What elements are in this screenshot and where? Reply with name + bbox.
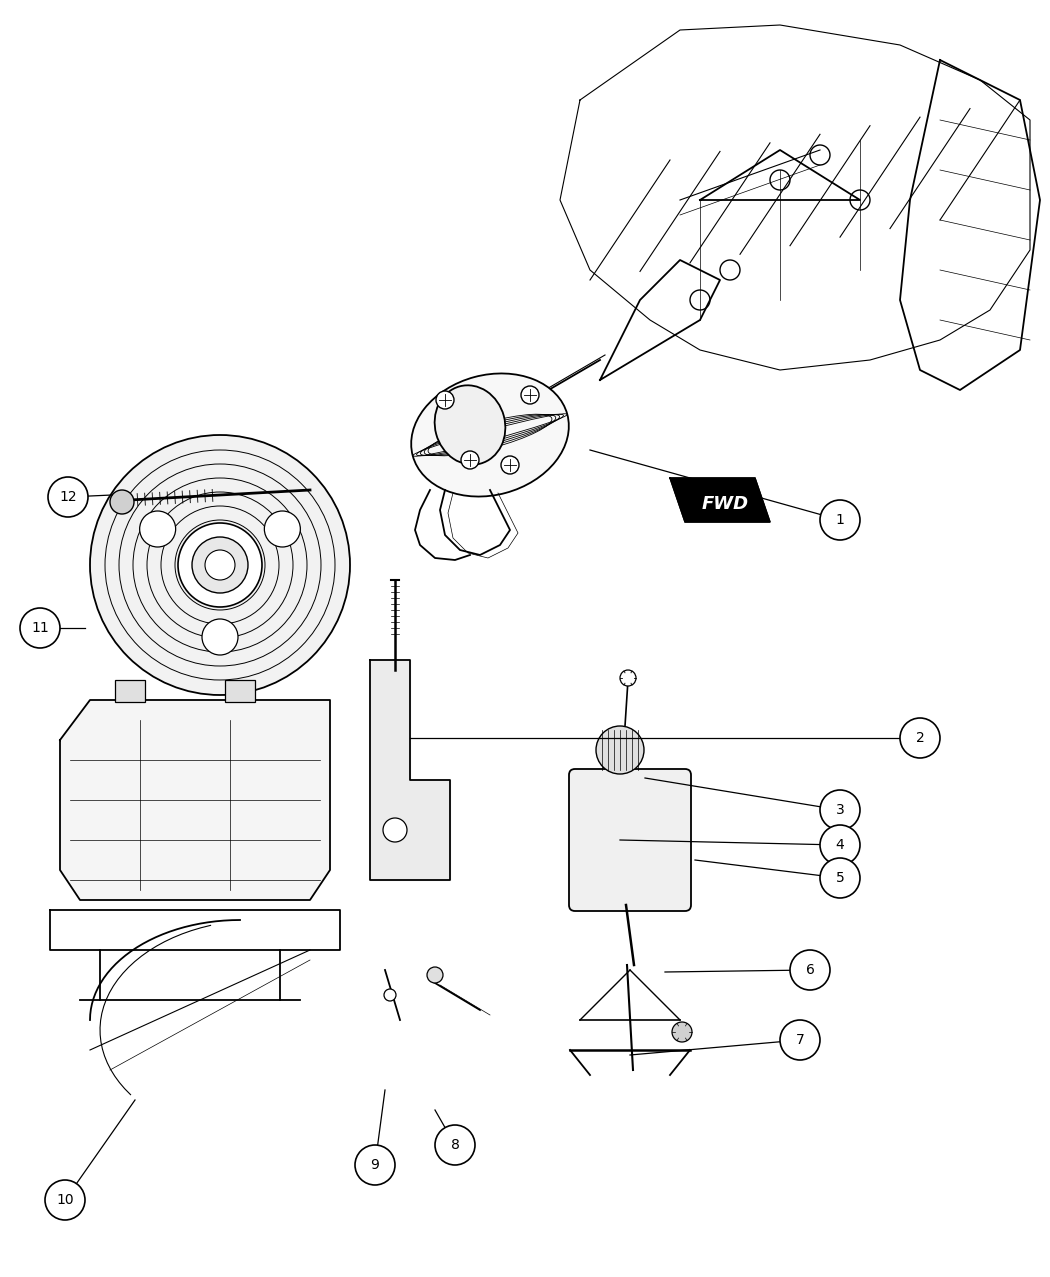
Circle shape <box>48 478 88 517</box>
Circle shape <box>820 501 860 540</box>
Circle shape <box>202 619 238 655</box>
Circle shape <box>900 718 940 759</box>
Circle shape <box>140 511 175 547</box>
Circle shape <box>436 391 454 409</box>
Bar <box>225 679 255 702</box>
Circle shape <box>45 1180 85 1220</box>
Circle shape <box>501 456 519 474</box>
Text: 8: 8 <box>450 1138 460 1152</box>
Circle shape <box>192 538 248 593</box>
Text: 3: 3 <box>836 803 844 817</box>
Circle shape <box>355 1145 395 1185</box>
Circle shape <box>384 988 396 1001</box>
Circle shape <box>90 435 350 695</box>
Circle shape <box>205 550 235 580</box>
Circle shape <box>521 386 539 404</box>
Circle shape <box>427 967 443 983</box>
Ellipse shape <box>412 373 569 497</box>
Text: 12: 12 <box>59 490 77 504</box>
Polygon shape <box>60 700 330 900</box>
Circle shape <box>780 1020 820 1060</box>
FancyBboxPatch shape <box>569 769 691 911</box>
Text: 4: 4 <box>836 838 844 852</box>
Circle shape <box>672 1022 692 1042</box>
Text: 10: 10 <box>57 1193 74 1207</box>
Polygon shape <box>670 478 770 522</box>
Text: 11: 11 <box>32 621 49 635</box>
Text: 1: 1 <box>836 513 844 527</box>
Text: 9: 9 <box>371 1158 379 1172</box>
Circle shape <box>620 670 636 686</box>
Ellipse shape <box>435 386 505 465</box>
Text: 5: 5 <box>836 871 844 885</box>
Circle shape <box>110 490 134 515</box>
Circle shape <box>820 790 860 830</box>
Text: 2: 2 <box>916 730 924 744</box>
Circle shape <box>383 819 407 842</box>
Polygon shape <box>370 660 450 880</box>
Circle shape <box>820 825 860 865</box>
Text: 7: 7 <box>796 1033 804 1047</box>
Circle shape <box>820 858 860 898</box>
Circle shape <box>596 727 644 774</box>
Text: FWD: FWD <box>701 495 749 513</box>
Bar <box>116 679 145 702</box>
Text: 6: 6 <box>805 963 815 977</box>
Circle shape <box>461 451 479 469</box>
Circle shape <box>20 608 60 647</box>
Circle shape <box>265 511 300 547</box>
Circle shape <box>435 1125 475 1165</box>
Circle shape <box>178 524 262 607</box>
Circle shape <box>790 950 830 990</box>
